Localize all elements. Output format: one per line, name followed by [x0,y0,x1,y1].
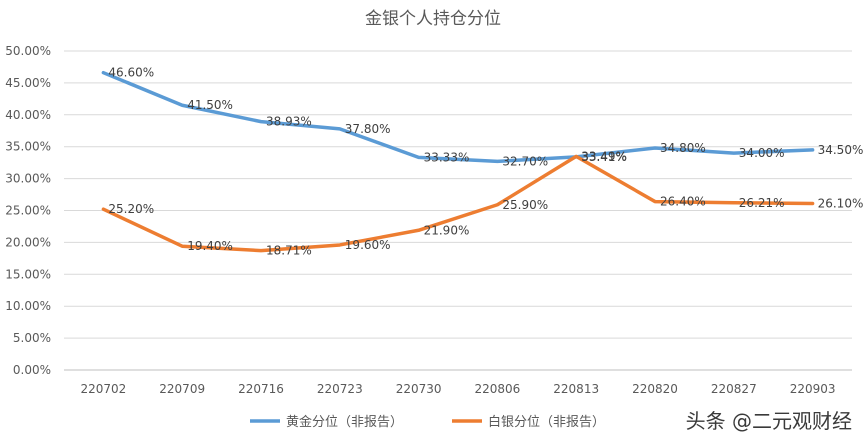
y-tick-label: 20.00% [5,235,51,249]
data-label: 19.60% [345,238,391,252]
y-tick-label: 5.00% [13,331,51,345]
data-label: 34.00% [739,146,785,160]
x-tick-label: 220702 [80,382,126,396]
data-label: 26.21% [739,196,785,210]
data-label: 33.33% [424,150,470,164]
y-tick-label: 0.00% [13,363,51,377]
data-label: 25.20% [108,202,154,216]
x-tick-label: 220723 [317,382,363,396]
legend-label: 黄金分位（非报告） [286,414,403,430]
data-label: 34.80% [660,141,706,155]
x-tick-label: 220820 [632,382,678,396]
series-line-1 [101,154,815,253]
data-label: 38.93% [266,115,312,129]
data-label: 46.60% [108,66,154,80]
y-tick-label: 30.00% [5,172,51,186]
data-labels: 46.60% 41.50% 38.93% 37.80% 33.33% 32.70% 33.4… [108,66,863,258]
legend: 黄金分位（非报告） 白银分位（非报告） [250,414,605,430]
x-axis-ticks: 220702 220709 220716 220723 220730 220806 2208… [80,382,835,396]
data-label: 19.40% [187,239,233,253]
y-tick-label: 15.00% [5,267,51,281]
y-tick-label: 50.00% [5,44,51,58]
data-label: 32.70% [502,154,548,168]
series-lines [101,70,815,253]
data-label: 26.40% [660,195,706,209]
series-line-0 [101,70,815,164]
data-label: 33.49% [581,149,627,163]
data-label: 18.71% [266,244,312,258]
y-tick-label: 45.00% [5,76,51,90]
gridlines [64,50,852,371]
y-tick-label: 10.00% [5,299,51,313]
y-axis-ticks: 0.00% 5.00% 10.00% 15.00% 20.00% 25.00% 30.00%… [5,44,51,377]
data-label: 25.90% [502,198,548,212]
x-tick-label: 220730 [396,382,442,396]
data-label: 41.50% [187,98,233,112]
data-label: 34.50% [818,143,864,157]
legend-label: 白银分位（非报告） [488,414,605,430]
watermark: 头条 @二元观财经 [686,409,852,433]
x-tick-label: 220827 [711,382,757,396]
y-tick-label: 35.00% [5,140,51,154]
x-tick-label: 220709 [159,382,205,396]
x-tick-label: 220716 [238,382,284,396]
chart-title: 金银个人持仓分位 [365,9,501,29]
y-tick-label: 40.00% [5,108,51,122]
data-label: 21.90% [424,223,470,237]
y-tick-label: 25.00% [5,204,51,218]
x-tick-label: 220813 [553,382,599,396]
x-tick-label: 220806 [474,382,520,396]
data-label: 26.10% [818,196,864,210]
data-label: 37.80% [345,122,391,136]
x-tick-label: 220903 [790,382,836,396]
data-label: 33.41% [581,150,627,164]
